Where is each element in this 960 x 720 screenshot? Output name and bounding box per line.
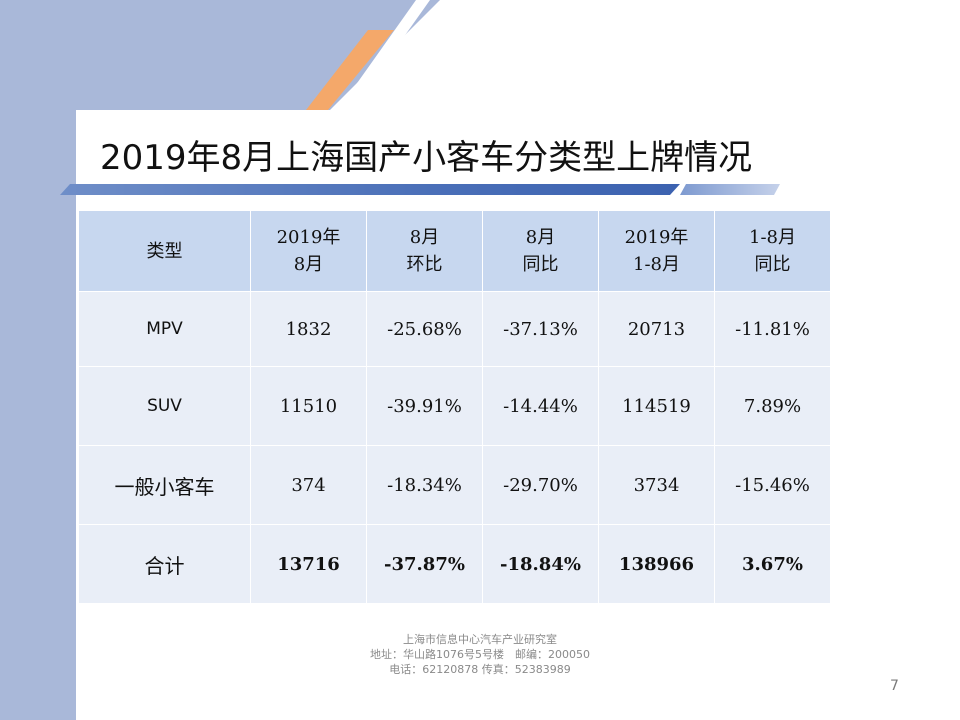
footer-phone: 电话：62120878 传真：52383989 [389, 663, 571, 676]
title-underline-fade [680, 184, 780, 195]
table-cell: -18.34% [366, 445, 483, 525]
table-cell: 3.67% [714, 524, 831, 604]
table-cell: -14.44% [482, 366, 599, 446]
footer-contact: 上海市信息中心汽车产业研究室 地址：华山路1076号5号楼 邮编：200050 … [300, 632, 660, 677]
left-decor-band [0, 0, 76, 720]
table-cell: -15.46% [714, 445, 831, 525]
table-cell: 138966 [598, 524, 715, 604]
table-cell: -11.81% [714, 291, 831, 367]
table-cell: 1832 [250, 291, 367, 367]
registration-table: 类型 2019年 8月 8月 环比 8月 同比 2019年 1-8月 1-8月 同比 MP… [78, 210, 831, 604]
table-total-row: 合计 13716 -37.87% -18.84% 138966 3.67% [78, 524, 831, 604]
table-row: SUV 11510 -39.91% -14.44% 114519 7.89% [78, 366, 831, 446]
table-cell: 11510 [250, 366, 367, 446]
table-cell: 3734 [598, 445, 715, 525]
title-underline-bar [60, 184, 680, 195]
table-cell: 13716 [250, 524, 367, 604]
table-cell: 7.89% [714, 366, 831, 446]
header-aug-yoy: 8月 同比 [482, 210, 599, 292]
row-category: SUV [78, 366, 251, 446]
header-ytd-yoy: 1-8月 同比 [714, 210, 831, 292]
table-cell: -37.13% [482, 291, 599, 367]
page-number: 7 [890, 678, 899, 694]
slide-title: 2019年8月上海国产小客车分类型上牌情况 [100, 138, 753, 178]
top-decor-band [0, 0, 440, 110]
header-aug-mom: 8月 环比 [366, 210, 483, 292]
header-aug-2019: 2019年 8月 [250, 210, 367, 292]
footer-org: 上海市信息中心汽车产业研究室 [403, 633, 557, 646]
table-cell: -29.70% [482, 445, 599, 525]
row-category: 一般小客车 [78, 445, 251, 525]
table-cell: -37.87% [366, 524, 483, 604]
table-cell: 114519 [598, 366, 715, 446]
table-cell: -39.91% [366, 366, 483, 446]
table-cell: -18.84% [482, 524, 599, 604]
table-row: MPV 1832 -25.68% -37.13% 20713 -11.81% [78, 291, 831, 367]
row-category: MPV [78, 291, 251, 367]
table-cell: 374 [250, 445, 367, 525]
table-header-row: 类型 2019年 8月 8月 环比 8月 同比 2019年 1-8月 1-8月 同比 [78, 210, 831, 292]
table-cell: 20713 [598, 291, 715, 367]
row-category: 合计 [78, 524, 251, 604]
header-type: 类型 [78, 210, 251, 292]
header-ytd-2019: 2019年 1-8月 [598, 210, 715, 292]
footer-address: 地址：华山路1076号5号楼 邮编：200050 [370, 648, 590, 661]
table-cell: -25.68% [366, 291, 483, 367]
table-row: 一般小客车 374 -18.34% -29.70% 3734 -15.46% [78, 445, 831, 525]
